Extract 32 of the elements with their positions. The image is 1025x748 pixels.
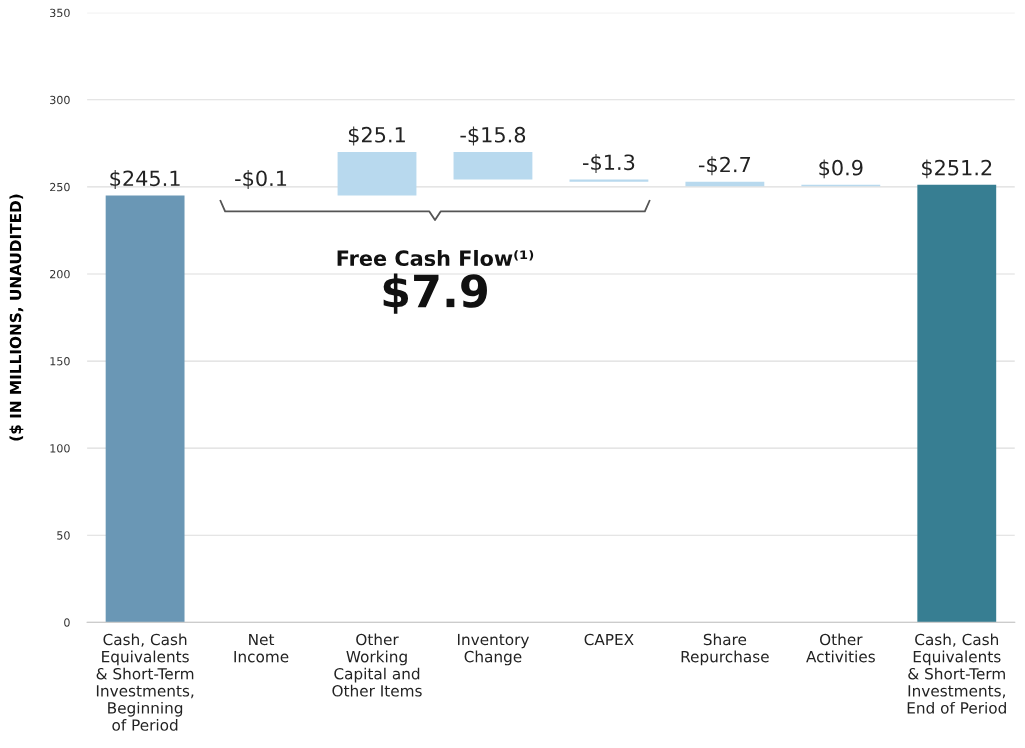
annotation: Free Cash Flow⁽¹⁾ [337, 249, 534, 267]
y-tick-label: 0 [64, 618, 70, 627]
x-tick-label: Cash, Cash Equivalents & Short-Term Investments, Beginning of Period [96, 633, 194, 731]
bar [105, 195, 185, 623]
x-tick-label: CAPEX [584, 633, 634, 646]
x-tick-label: Net Income [234, 633, 289, 663]
bar [453, 151, 533, 180]
x-tick-label: Other Working Capital and Other Items [332, 633, 422, 697]
y-tick-label: 350 [50, 8, 70, 18]
bar [917, 184, 997, 623]
y-axis-title: ($ IN MILLIONS, UNAUDITED) [9, 194, 24, 441]
y-tick-label: 300 [50, 95, 70, 105]
y-tick-label: 150 [50, 357, 70, 366]
annotation: $7.9 [383, 273, 487, 314]
x-tick-label: Share Repurchase [681, 633, 769, 666]
bar [569, 179, 649, 182]
x-tick-label: Cash, Cash Equivalents & Short-Term Investments, End of Period [907, 633, 1006, 714]
y-tick-label: 250 [50, 182, 70, 192]
data-label: -$0.1 [235, 170, 287, 189]
y-tick-label: 200 [50, 269, 70, 279]
data-label: -$2.7 [698, 156, 751, 176]
data-label: $25.1 [348, 126, 405, 146]
x-tick-label: Inventory Change [457, 633, 529, 666]
data-label: -$1.3 [582, 154, 635, 173]
y-tick-label: 100 [50, 444, 70, 453]
data-label: -$15.8 [460, 126, 526, 146]
data-label: $251.2 [922, 159, 992, 179]
x-tick-label: Other Activities [806, 633, 875, 663]
bar [337, 151, 417, 196]
y-tick-label: 50 [57, 531, 70, 540]
data-label: $0.9 [819, 159, 863, 179]
data-label: $245.1 [110, 170, 180, 189]
